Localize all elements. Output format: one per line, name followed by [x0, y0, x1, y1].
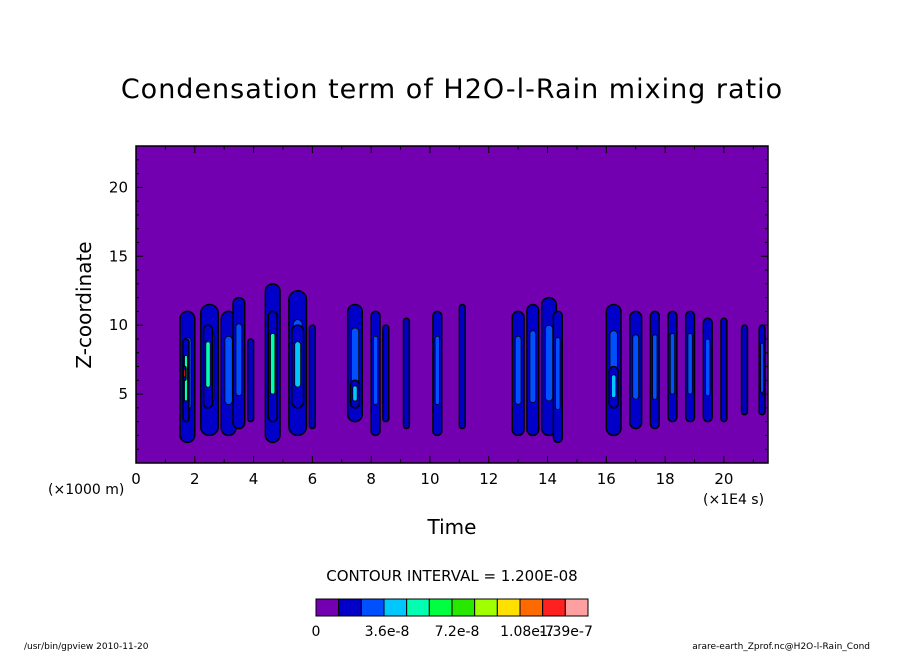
contour-cell	[246, 338, 255, 423]
contour-cell-core	[705, 338, 711, 397]
x-tick-label: 8	[366, 470, 376, 488]
contour-cells	[136, 146, 768, 463]
contour-interval: CONTOUR INTERVAL = 1.200E-08	[326, 567, 578, 585]
x-tick-label: 0	[131, 470, 141, 488]
contour-cell	[458, 303, 466, 430]
contour-cell-core	[760, 342, 764, 393]
contour-cell-core	[235, 323, 243, 397]
x-tick-label: 20	[714, 470, 733, 488]
colorbar-swatch	[564, 598, 589, 617]
x-axis-label: Time	[427, 515, 477, 539]
colorbar-swatch	[542, 598, 566, 617]
contour-cell-core	[611, 374, 617, 398]
axes: 0 2 4 6 8 10 12 14 16 18 20 5 10 15 20	[109, 145, 769, 488]
y-tick-label: 5	[118, 385, 128, 403]
x-tick-label: 4	[249, 470, 259, 488]
footer-right: arare-earth_Zprof.nc@H2O-l-Rain_Cond	[692, 642, 870, 652]
colorbar-swatch	[406, 598, 430, 617]
y-tick-label: 20	[109, 178, 128, 196]
colorbar-swatch	[496, 598, 521, 617]
colorbar-swatch	[360, 598, 385, 617]
x-tick-label: 16	[597, 470, 616, 488]
contour-cell-core	[434, 335, 440, 405]
contour-cell-core	[514, 335, 522, 405]
y-axis-unit: (×1000 m)	[48, 482, 125, 498]
contour-cell	[308, 324, 317, 430]
x-axis-unit: (×1E4 s)	[703, 492, 765, 508]
colorbar-swatch	[383, 598, 408, 617]
contour-cell-core	[555, 337, 561, 410]
contour-cell-core	[372, 335, 379, 405]
contour-cell-core	[632, 334, 640, 400]
x-tick-label: 12	[479, 470, 498, 488]
contour-cell	[402, 317, 411, 430]
colorbar-swatch	[428, 598, 453, 617]
contour-cell-core	[294, 341, 302, 388]
colorbar-swatch	[315, 598, 340, 617]
colorbar-tick-label: 1.08e-7	[500, 624, 554, 640]
colorbar-tick-label: 3.6e-8	[365, 624, 410, 640]
colorbar-tick-label: 0	[312, 624, 321, 640]
contour-cell-core	[224, 335, 233, 405]
footer-left: /usr/bin/gpview 2010-11-20	[24, 642, 149, 652]
contour-cell-core	[183, 368, 186, 378]
contour-cell	[720, 317, 728, 423]
x-tick-label: 10	[420, 470, 439, 488]
x-tick-label: 18	[656, 470, 675, 488]
colorbar-tick-label: 1.39e-7	[539, 624, 593, 640]
x-tick-label: 14	[538, 470, 557, 488]
contour-cell-core	[652, 334, 658, 400]
chart-title: Condensation term of H2O-l-Rain mixing r…	[120, 74, 784, 105]
contour-cell-core	[529, 330, 537, 404]
colorbar-tick-label: 7.2e-8	[435, 624, 480, 640]
colorbar-swatch	[338, 598, 362, 617]
contour-cell	[740, 324, 749, 416]
contour-cell-core	[205, 341, 211, 388]
contour-cell-core	[669, 333, 676, 395]
x-tick-label: 6	[308, 470, 318, 488]
contour-cell-core	[352, 385, 358, 402]
contour-cell-core	[544, 324, 554, 402]
plot-frame	[135, 145, 769, 464]
contour-cell-core	[687, 333, 693, 395]
colorbar-swatch	[451, 598, 476, 617]
y-tick-label: 15	[109, 247, 128, 265]
y-tick-label: 10	[109, 316, 128, 334]
colorbar-swatch	[474, 598, 498, 617]
x-tick-label: 2	[190, 470, 200, 488]
y-axis-label: Z-coordinate	[72, 241, 96, 369]
colorbar: 0 3.6e-8 7.2e-8 1.08e-71.39e-7	[312, 598, 593, 640]
contour-cell-core	[270, 333, 276, 395]
contour-cell	[382, 324, 390, 423]
colorbar-swatch	[519, 598, 544, 617]
